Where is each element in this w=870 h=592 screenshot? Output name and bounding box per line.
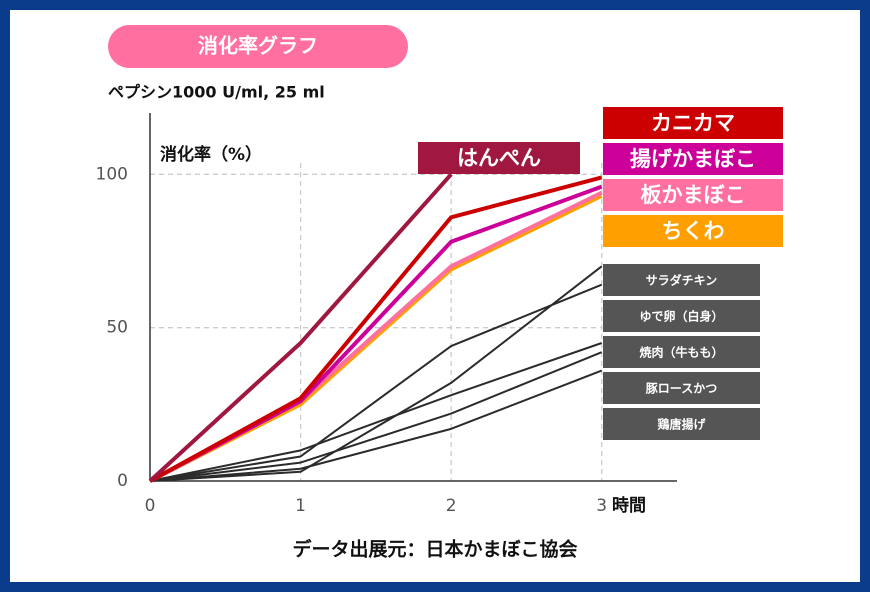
series-line <box>149 351 603 482</box>
subtitle: ペプシン1000 U/ml, 25 ml <box>108 83 325 102</box>
y-tick-label: 50 <box>106 318 128 338</box>
series-line <box>149 175 603 483</box>
legend-label: 鶏唐揚げ <box>657 417 706 432</box>
chart-title: 消化率グラフ <box>198 34 318 58</box>
legend-box <box>418 142 580 174</box>
legend-label: 板かまぼこ <box>641 183 746 207</box>
legend-label: 焼肉（牛もも） <box>639 345 723 360</box>
legend-box <box>603 215 783 247</box>
series-line <box>149 265 603 482</box>
series-line <box>149 342 603 482</box>
y-tick-label: 100 <box>96 164 128 184</box>
legend-label: はんぺん <box>457 146 541 170</box>
source-note: データ出展元：日本かまぼこ協会 <box>292 538 577 561</box>
series-line <box>148 173 453 483</box>
y-axis-label: 消化率（%） <box>160 144 262 165</box>
legend-box <box>603 408 760 440</box>
x-axis-label: 時間 <box>612 495 646 516</box>
x-tick-label: 2 <box>446 496 457 516</box>
legend-label: 揚げかまぼこ <box>630 147 756 171</box>
legend-label: ゆで卵（白身） <box>639 309 723 324</box>
legend-label: 豚ロースかつ <box>645 381 717 396</box>
legend-box <box>603 143 783 175</box>
x-tick-label: 0 <box>145 496 156 516</box>
legend-label: サラダチキン <box>646 273 718 288</box>
legend-box <box>603 179 783 211</box>
legend-box <box>603 372 760 404</box>
legend-label: カニカマ <box>651 111 735 135</box>
title-pill <box>108 25 408 68</box>
series-line <box>149 283 603 482</box>
legend-label: ちくわ <box>662 219 725 243</box>
legend-box <box>603 336 760 368</box>
y-tick-label: 0 <box>117 471 128 491</box>
x-tick-label: 1 <box>295 496 306 516</box>
series-line <box>149 369 603 482</box>
legend-box <box>603 107 783 139</box>
x-tick-label: 3 <box>596 496 607 516</box>
legend-box <box>603 300 760 332</box>
legend-box <box>603 264 760 296</box>
